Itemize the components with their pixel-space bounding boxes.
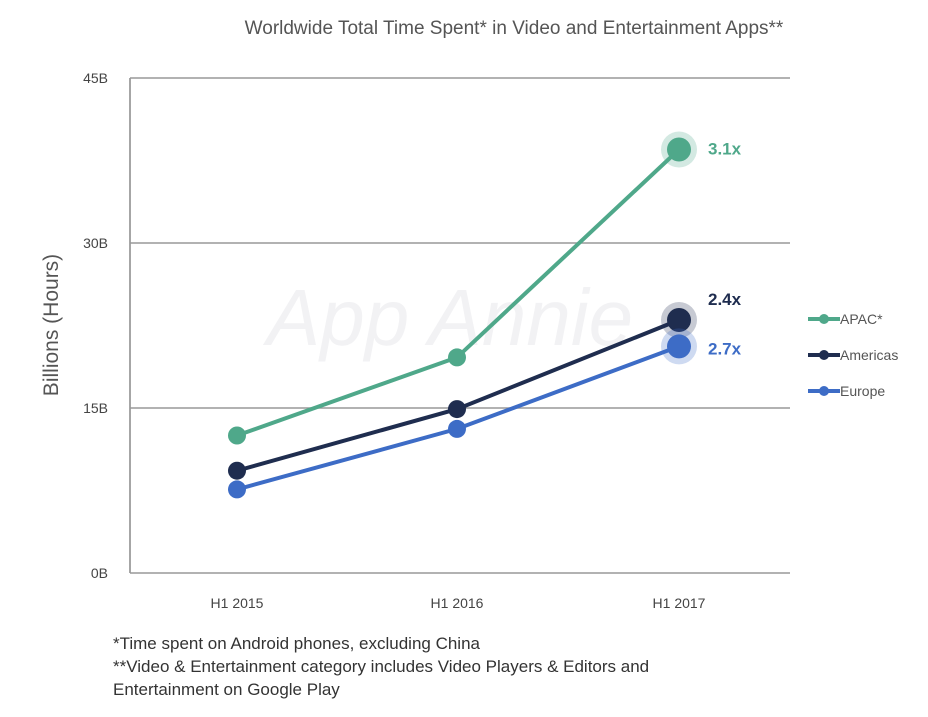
data-point xyxy=(448,348,466,367)
growth-annotation: 2.4x xyxy=(708,290,742,309)
footnote-3: Entertainment on Google Play xyxy=(113,680,340,699)
data-point xyxy=(228,461,246,480)
growth-annotation: 2.7x xyxy=(708,339,742,358)
data-point xyxy=(228,426,246,445)
data-point xyxy=(667,334,691,359)
data-point xyxy=(667,137,691,162)
footnote-2: **Video & Entertainment category include… xyxy=(113,657,650,676)
data-point xyxy=(667,308,691,332)
data-point xyxy=(448,400,466,419)
y-tick-label: 15B xyxy=(83,400,108,416)
y-tick-label: 45B xyxy=(83,70,108,86)
watermark: App Annie xyxy=(263,273,633,362)
legend-marker xyxy=(819,350,829,360)
legend-label: Europe xyxy=(840,383,885,399)
x-tick-label: H1 2016 xyxy=(431,595,484,611)
chart-title: Worldwide Total Time Spent* in Video and… xyxy=(245,18,784,39)
legend-marker xyxy=(819,314,829,324)
x-tick-label: H1 2017 xyxy=(653,595,706,611)
x-tick-label: H1 2015 xyxy=(211,595,264,611)
footnote-1: *Time spent on Android phones, excluding… xyxy=(113,634,480,653)
legend-label: APAC* xyxy=(840,311,883,327)
y-axis-label: Billions (Hours) xyxy=(40,254,63,396)
legend-marker xyxy=(819,386,829,396)
y-tick-label: 0B xyxy=(91,565,108,581)
data-point xyxy=(448,419,466,438)
growth-annotation: 3.1x xyxy=(708,140,742,159)
legend-label: Americas xyxy=(840,347,898,363)
footnotes: *Time spent on Android phones, excluding… xyxy=(113,632,649,701)
data-point xyxy=(228,480,246,499)
y-tick-label: 30B xyxy=(83,235,108,251)
